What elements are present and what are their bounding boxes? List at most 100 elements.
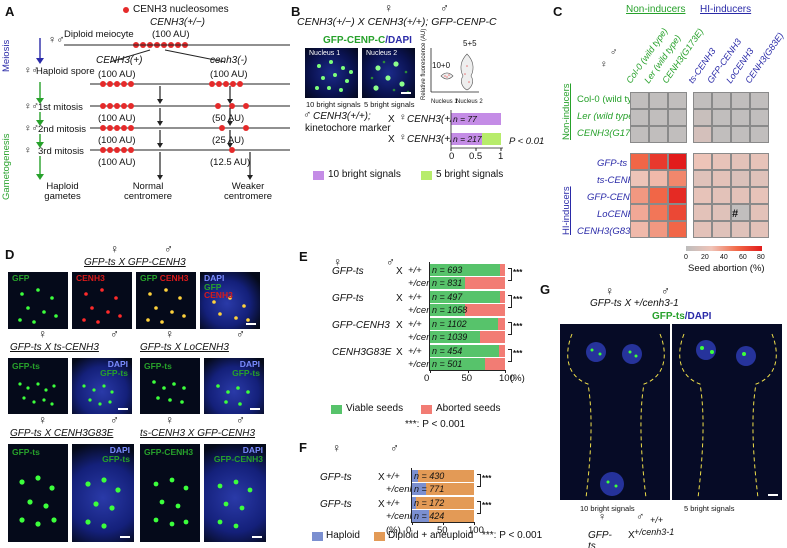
heatmap-cell	[693, 109, 712, 126]
c-row-hi-1: ts-CENH3	[597, 175, 640, 186]
x-tick-label: 100	[468, 525, 484, 536]
g-sub-2: 5 bright signals	[684, 504, 735, 513]
d-r4-gfp-label: GFP-ts	[12, 447, 40, 457]
heatmap-cell	[649, 170, 668, 187]
haploid-gametes-label: Haploid gametes	[44, 181, 81, 202]
significance-stars: ***	[482, 474, 492, 483]
g-title-gfp: GFP-ts	[652, 311, 685, 322]
d-r3-merge-image: DAPI GFP-ts	[204, 358, 264, 414]
d-merge-gfp: GFP	[140, 273, 158, 283]
bar-male-label: +/+	[408, 292, 422, 303]
image-title: GFP-CENP-C/DAPI	[323, 35, 412, 47]
normal-centromere-label: Normal centromere	[123, 181, 173, 202]
significance-bracket	[508, 268, 512, 281]
bar-female-label: GFP-ts	[332, 265, 364, 277]
right-au-3: (12.5 AU)	[210, 157, 251, 168]
cross-label: CENH3(+/−) X CENH3(+/+); GFP-CENP-C	[297, 16, 497, 28]
bar-segment	[417, 470, 474, 482]
male-symbol: ♂	[661, 284, 670, 298]
bar-female-label: GFP-ts	[320, 498, 352, 510]
d-cenh3-label: CENH3	[76, 273, 105, 283]
c-scale-tick-60: 60	[739, 254, 747, 261]
scale-bar	[252, 536, 262, 538]
heatmap-cell	[668, 126, 687, 143]
bar-segment	[499, 345, 505, 357]
x-tick-label: 0	[406, 525, 412, 536]
x-tick-label: 50	[437, 525, 448, 536]
x-tick	[474, 522, 475, 525]
b-legend-10: 10 bright signals	[328, 169, 401, 180]
significance-stars: ***	[513, 268, 523, 277]
female-symbol: ♀	[605, 284, 614, 298]
c-scale-tick-80: 80	[757, 254, 765, 261]
d-r5-merge-label: DAPI GFP-CENH3	[214, 446, 263, 464]
b-bar-row-2: n = 217	[451, 133, 501, 145]
d-r4-gfp: GFP-ts	[102, 453, 130, 464]
heatmap-cell	[630, 204, 649, 221]
g-ovule-image-1	[560, 324, 670, 500]
bar-segment	[425, 483, 474, 495]
panel-label-e: E	[299, 249, 308, 264]
b-axis	[450, 110, 503, 151]
d-cenh3-image: CENH3	[72, 272, 132, 329]
bar-n-label: n = 771	[414, 484, 445, 494]
significance-stars: ***	[513, 295, 523, 304]
c-row-non-2: CENH3(G173E)	[577, 128, 646, 139]
bar-cross-x: X	[378, 498, 385, 510]
heatmap-cell	[630, 126, 649, 143]
d-r2-merge-label: DAPI GFP-ts	[100, 360, 128, 378]
bar-segment	[499, 264, 505, 276]
diploid-au: (100 AU)	[152, 29, 190, 40]
image-title-gfp: GFP-CENP-C	[323, 35, 386, 46]
bar-cross-x: X	[396, 319, 403, 331]
d-merge-label: GFP CENH3	[140, 274, 189, 283]
male-symbol: ♂	[110, 327, 119, 341]
female-male-symbol: ♀♂	[24, 65, 39, 76]
d-cenh3-word: CENH3	[204, 290, 233, 300]
d-r5-gfp-label: GFP-CENH3	[144, 447, 194, 457]
heatmap-cell	[712, 109, 731, 126]
heatmap-cell	[649, 187, 668, 204]
heatmap-cell	[731, 170, 750, 187]
c-side-hi: HI-inducers	[561, 186, 572, 235]
female-symbol: ♀	[332, 441, 341, 455]
d-r3-merge-label: DAPI GFP-ts	[232, 360, 260, 378]
c-row-non-1: Ler (wild type)	[577, 111, 637, 122]
bar-cross-x: X	[396, 292, 403, 304]
bar-female-label: CENH3G83E	[332, 346, 392, 358]
female-label-2: CENH3(+/−)	[407, 134, 463, 145]
f-legend-swatch-haploid	[312, 532, 323, 541]
heatmap-cell	[731, 187, 750, 204]
bar-n-label: n = 1058	[432, 305, 468, 315]
bar-segment	[430, 358, 485, 370]
b-legend-swatch-5	[421, 171, 432, 180]
d-dapi-merge-label: DAPI GFP CENH3	[204, 274, 233, 300]
c-header-hi: HI-inducers	[700, 4, 752, 15]
c-row-hi-2: GFP-CENH3	[587, 192, 642, 203]
g-ovule-image-2	[672, 324, 782, 500]
heatmap-cell	[649, 153, 668, 170]
female-symbol: ♀	[165, 413, 174, 427]
d-r4-merge-image: DAPI GFP-ts	[72, 444, 134, 542]
c-scale-tick-40: 40	[720, 254, 728, 261]
b-pvalue: P < 0.01	[509, 136, 545, 147]
e-legend-aborted: Aborted seeds	[436, 403, 501, 414]
significance-bracket	[477, 474, 481, 487]
panel-label-a: A	[5, 4, 15, 19]
scale-bar	[118, 408, 128, 410]
mitosis-2-label: 2nd mitosis	[38, 124, 87, 135]
nucleus-1-subtitle: 10 bright signals	[306, 100, 361, 109]
bar-n-label: n = 497	[432, 292, 463, 302]
left-au-1: (100 AU)	[98, 113, 136, 124]
scale-bar	[768, 494, 778, 496]
male-symbol: ♂	[390, 441, 399, 455]
heatmap-cell	[630, 187, 649, 204]
panel-label-d: D	[5, 247, 15, 262]
bar-segment	[430, 331, 480, 343]
heatmap-cell	[693, 204, 712, 221]
c-hash: #	[732, 208, 739, 220]
d-r2-dapi: DAPI	[107, 359, 128, 369]
female-symbol: ♀	[598, 511, 607, 523]
bar-cross-x: X	[396, 346, 403, 358]
image-title-dapi: /DAPI	[385, 35, 412, 46]
